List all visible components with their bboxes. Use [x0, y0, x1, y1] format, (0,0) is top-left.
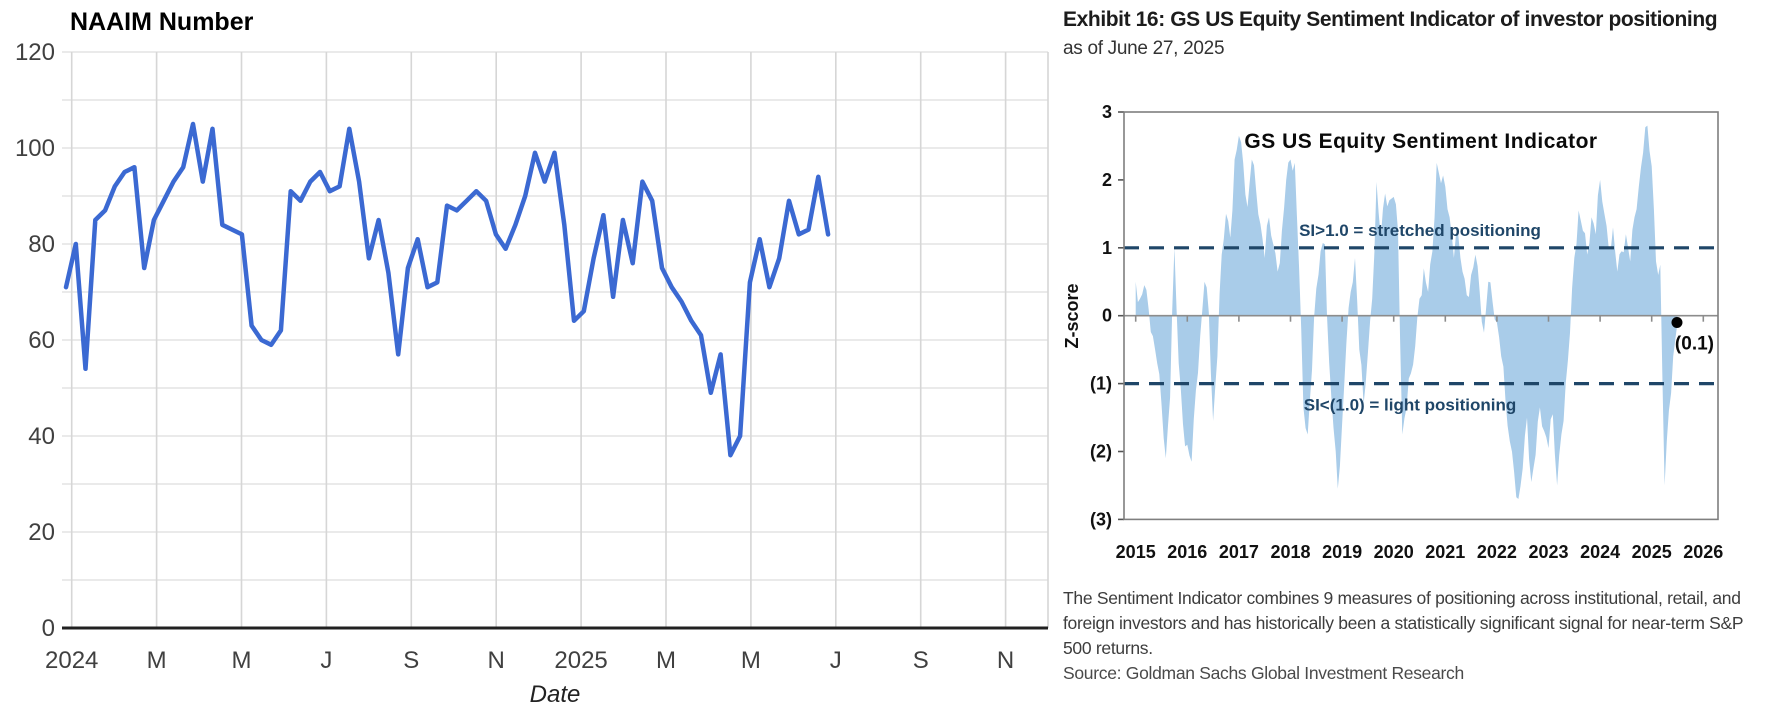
x-axis-tick-label: M: [147, 647, 167, 674]
gs-sentiment-area-chart: SI>1.0 = stretched positioning SI<(1.0) =…: [1062, 102, 1723, 562]
x-axis-tick-label: M: [741, 647, 761, 674]
chart-title: NAAIM Number: [70, 8, 254, 36]
x-axis-tick-label: N: [997, 647, 1014, 674]
naaim-line-chart: 0 20 40 60 80 100 120 2024 M M J S N 2025 M M J S N NAAIM N…: [15, 8, 1049, 708]
y-axis-tick-label: 80: [28, 231, 55, 258]
x-axis-title: Date: [530, 681, 581, 708]
x-axis-tick-label: J: [830, 647, 842, 674]
y-axis-tick-label: (2): [1090, 442, 1112, 462]
x-axis-tick-label: 2017: [1219, 542, 1259, 562]
x-axis-tick-label: N: [488, 647, 505, 674]
x-axis-tick-label: 2015: [1116, 542, 1156, 562]
y-axis-tick-label: (3): [1090, 509, 1112, 529]
x-axis-tick-label: 2021: [1425, 542, 1465, 562]
source-attribution: Source: Goldman Sachs Global Investment …: [1063, 663, 1464, 683]
sentiment-area-path: [1135, 125, 1678, 499]
y-axis-tick-label: 120: [15, 39, 55, 66]
x-axis-tick-label: S: [913, 647, 929, 674]
y-axis-tick-label: 20: [28, 519, 55, 546]
gs-plot-border: [1118, 111, 1719, 521]
footnote-text: The Sentiment Indicator combines 9 measu…: [1063, 588, 1743, 658]
naaim-series-path: [63, 121, 831, 458]
x-axis-tick-label: J: [320, 647, 332, 674]
y-axis-title: Z-score: [1062, 283, 1082, 348]
x-axis-tick-label: S: [403, 647, 419, 674]
x-axis-tick-label: 2026: [1683, 542, 1723, 562]
x-axis-tick-label: 2016: [1167, 542, 1207, 562]
y-axis-tick-label: 2: [1102, 170, 1112, 190]
y-axis-tick-label: 0: [1102, 306, 1112, 326]
latest-value-label: (0.1): [1675, 333, 1714, 354]
upper-threshold-label: SI>1.0 = stretched positioning: [1299, 221, 1541, 240]
naaim-labels: 0 20 40 60 80 100 120 2024 M M J S N 2025 M M J S N NAAIM N…: [15, 8, 1014, 708]
x-axis-tick-label: 2023: [1528, 542, 1568, 562]
naaim-series-line: [63, 121, 831, 458]
exhibit-as-of-date: as of June 27, 2025: [1063, 38, 1225, 59]
x-axis-tick-label: 2022: [1477, 542, 1517, 562]
latest-value-dot: [1671, 316, 1683, 328]
y-axis-tick-label: 40: [28, 423, 55, 450]
x-axis-tick-label: 2025: [1632, 542, 1672, 562]
latest-value-marker: (0.1): [1671, 316, 1714, 354]
gs-zero-axis: [1124, 314, 1718, 322]
x-axis-tick-label: M: [656, 647, 676, 674]
gs-labels: SI>1.0 = stretched positioning SI<(1.0) =…: [1062, 102, 1723, 562]
y-axis-tick-label: 0: [42, 615, 55, 642]
x-axis-tick-label: 2019: [1322, 542, 1362, 562]
x-axis-tick-label: 2018: [1270, 542, 1310, 562]
sentiment-area: [1135, 125, 1678, 499]
lower-threshold-label: SI<(1.0) = light positioning: [1304, 396, 1517, 415]
y-axis-tick-label: 60: [28, 327, 55, 354]
x-axis-tick-label: M: [232, 647, 252, 674]
x-axis-tick-label: 2024: [45, 647, 98, 674]
exhibit-title: Exhibit 16: GS US Equity Sentiment Indic…: [1063, 8, 1718, 31]
y-axis-tick-label: 1: [1102, 238, 1112, 258]
chart-title: GS US Equity Sentiment Indicator: [1244, 130, 1597, 153]
x-axis-tick-label: 2020: [1374, 542, 1414, 562]
y-axis-tick-label: 3: [1102, 102, 1112, 122]
y-axis-tick-label: 100: [15, 135, 55, 162]
x-axis-tick-label: 2024: [1580, 542, 1620, 562]
x-axis-tick-label: 2025: [554, 647, 607, 674]
plot-border: [1123, 111, 1719, 521]
y-axis-tick-label: (1): [1090, 374, 1112, 394]
naaim-gridlines: [62, 51, 1049, 628]
